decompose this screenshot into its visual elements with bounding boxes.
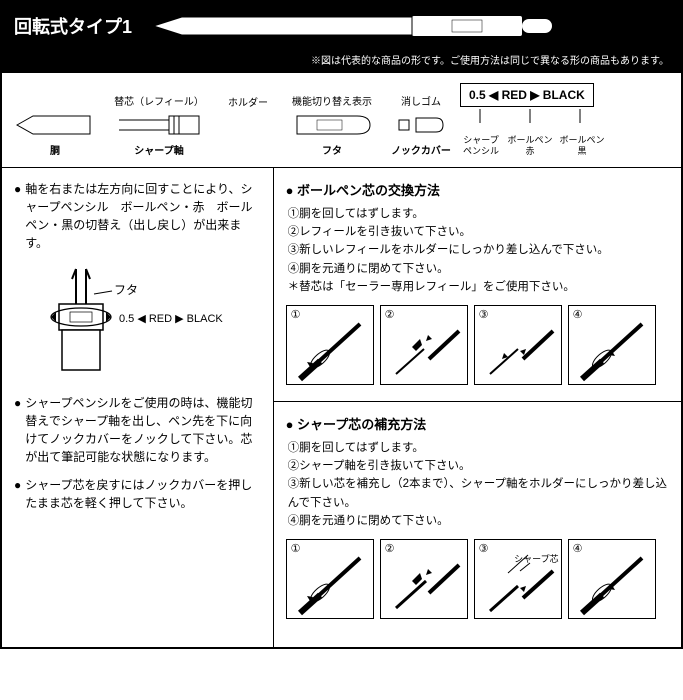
step-1-2: ②レフィールを引き抜いて下さい。: [288, 223, 669, 241]
bullet-1-text: 軸を右または左方向に回すことにより、シャープペンシル ボールペン・赤 ボールペン…: [25, 180, 260, 252]
eraser-knock-icon: [396, 110, 446, 140]
section-1-steps: ①胴を回してはずします。 ②レフィールを引き抜いて下さい。 ③新しいレフィールを…: [286, 205, 669, 297]
diagram-box: ③ シャープ芯: [474, 539, 562, 619]
right-column: ● ボールペン芯の交換方法 ①胴を回してはずします。 ②レフィールを引き抜いて下…: [274, 168, 681, 647]
left-column: ● 軸を右または左方向に回すことにより、シャープペンシル ボールペン・赤 ボール…: [2, 168, 274, 647]
body-part-icon: [15, 110, 95, 140]
indicator-labels: シャープ ペンシル ボールペン 赤 ボールペン 黒: [460, 135, 606, 157]
section-2-diagrams: ① ② ③ シャープ芯 ④: [286, 539, 669, 619]
step-2-3: ③新しい芯を補充し（2本まで）、シャープ軸をホルダーにしっかり差し込んで下さい。: [288, 475, 669, 512]
step-2-4: ④胴を元通りに閉めて下さい。: [288, 512, 669, 530]
refill-holder-icon: [114, 110, 204, 140]
diagram-number: ②: [385, 542, 395, 555]
svg-text:フタ: フタ: [114, 283, 138, 297]
section-1-title: ● ボールペン芯の交換方法: [286, 180, 669, 199]
diagram-box: ②: [380, 539, 468, 619]
bullet-2: ● シャープペンシルをご使用の時は、機能切替えでシャープ軸を出し、ペン先を下に向…: [14, 394, 261, 466]
diagram-box: ③: [474, 305, 562, 385]
label-holder: ホルダー: [228, 94, 268, 109]
step-1-note: ＊替芯は「セーラー専用レフィール」をご使用下さい。: [288, 278, 669, 296]
label-sharp-axis: シャープ軸: [134, 142, 183, 157]
diagram-box: ①: [286, 305, 374, 385]
label-switch: 機能切り替え表示: [292, 93, 372, 108]
step-1-4: ④胴を元通りに閉めて下さい。: [288, 260, 669, 278]
label-cap: フタ: [322, 142, 342, 157]
diagram-number: ③: [479, 542, 489, 555]
indicator-lines-icon: [460, 109, 600, 127]
section-2-steps: ①胴を回してはずします。 ②シャープ軸を引き抜いて下さい。 ③新しい芯を補充し（…: [286, 439, 669, 531]
label-body: 胴: [50, 142, 60, 157]
bullet-2-text: シャープペンシルをご使用の時は、機能切替えでシャープ軸を出し、ペン先を下に向けて…: [25, 394, 260, 466]
bullet-mark-icon: ●: [14, 180, 21, 252]
main-content: ● 軸を右または左方向に回すことにより、シャープペンシル ボールペン・赤 ボール…: [2, 168, 681, 647]
bullet-mark-icon: ●: [14, 394, 21, 466]
label-knock: ノックカバー: [391, 142, 451, 157]
diagram-box: ②: [380, 305, 468, 385]
header-bar: 回転式タイプ1: [2, 2, 681, 50]
section-1-diagrams: ① ② ③ ④: [286, 305, 669, 385]
section-2-title: ● シャープ芯の補充方法: [286, 414, 669, 433]
diagram-number: ③: [479, 308, 489, 321]
parts-diagram-row: 胴 替芯（レフィール） シャープ軸 ホルダー 機能切り替え表示 フタ: [2, 73, 681, 168]
indicator-display: 0.5 ◀ RED ▶ BLACK: [460, 83, 594, 107]
diagram-box: ④: [568, 305, 656, 385]
step-1-3: ③新しいレフィールをホルダーにしっかり差し込んで下さい。: [288, 241, 669, 259]
diagram-number: ①: [291, 542, 301, 555]
diagram-number: ①: [291, 308, 301, 321]
label-ballpen-red: ボールペン 赤: [506, 135, 554, 157]
bullet-1: ● 軸を右または左方向に回すことにより、シャープペンシル ボールペン・赤 ボール…: [14, 180, 261, 252]
step-1-1: ①胴を回してはずします。: [288, 205, 669, 223]
section-divider: [274, 401, 681, 402]
sharp-lead-label: シャープ芯: [514, 552, 558, 565]
label-ballpen-black: ボールペン 黒: [558, 135, 606, 157]
diagram-box: ①: [286, 539, 374, 619]
bullet-3-text: シャープ芯を戻すにはノックカバーを押したまま芯を軽く押して下さい。: [25, 476, 260, 512]
bullet-mark-icon: ●: [14, 476, 21, 512]
header-pen-illustration: [152, 10, 669, 42]
instruction-sheet: 回転式タイプ1 ※図は代表的な商品の形です。ご使用方法は同じで異なる形の商品もあ…: [0, 0, 683, 649]
twist-diagram: フタ 0.5 ◀ RED ▶ BLACK: [44, 264, 261, 374]
diagram-number: ②: [385, 308, 395, 321]
bullet-3: ● シャープ芯を戻すにはノックカバーを押したまま芯を軽く押して下さい。: [14, 476, 261, 512]
header-disclaimer: ※図は代表的な商品の形です。ご使用方法は同じで異なる形の商品もあります。: [2, 50, 681, 73]
label-eraser: 消しゴム: [401, 93, 441, 108]
step-2-1: ①胴を回してはずします。: [288, 439, 669, 457]
diagram-box: ④: [568, 539, 656, 619]
diagram-number: ④: [573, 542, 583, 555]
cap-part-icon: [292, 110, 372, 140]
diagram-number: ④: [573, 308, 583, 321]
twist-indicator-text: 0.5 ◀ RED ▶ BLACK: [119, 313, 223, 325]
label-refill: 替芯（レフィール）: [114, 93, 204, 108]
step-2-2: ②シャープ軸を引き抜いて下さい。: [288, 457, 669, 475]
label-sharp-pencil: シャープ ペンシル: [460, 135, 502, 157]
product-type-title: 回転式タイプ1: [14, 13, 132, 39]
